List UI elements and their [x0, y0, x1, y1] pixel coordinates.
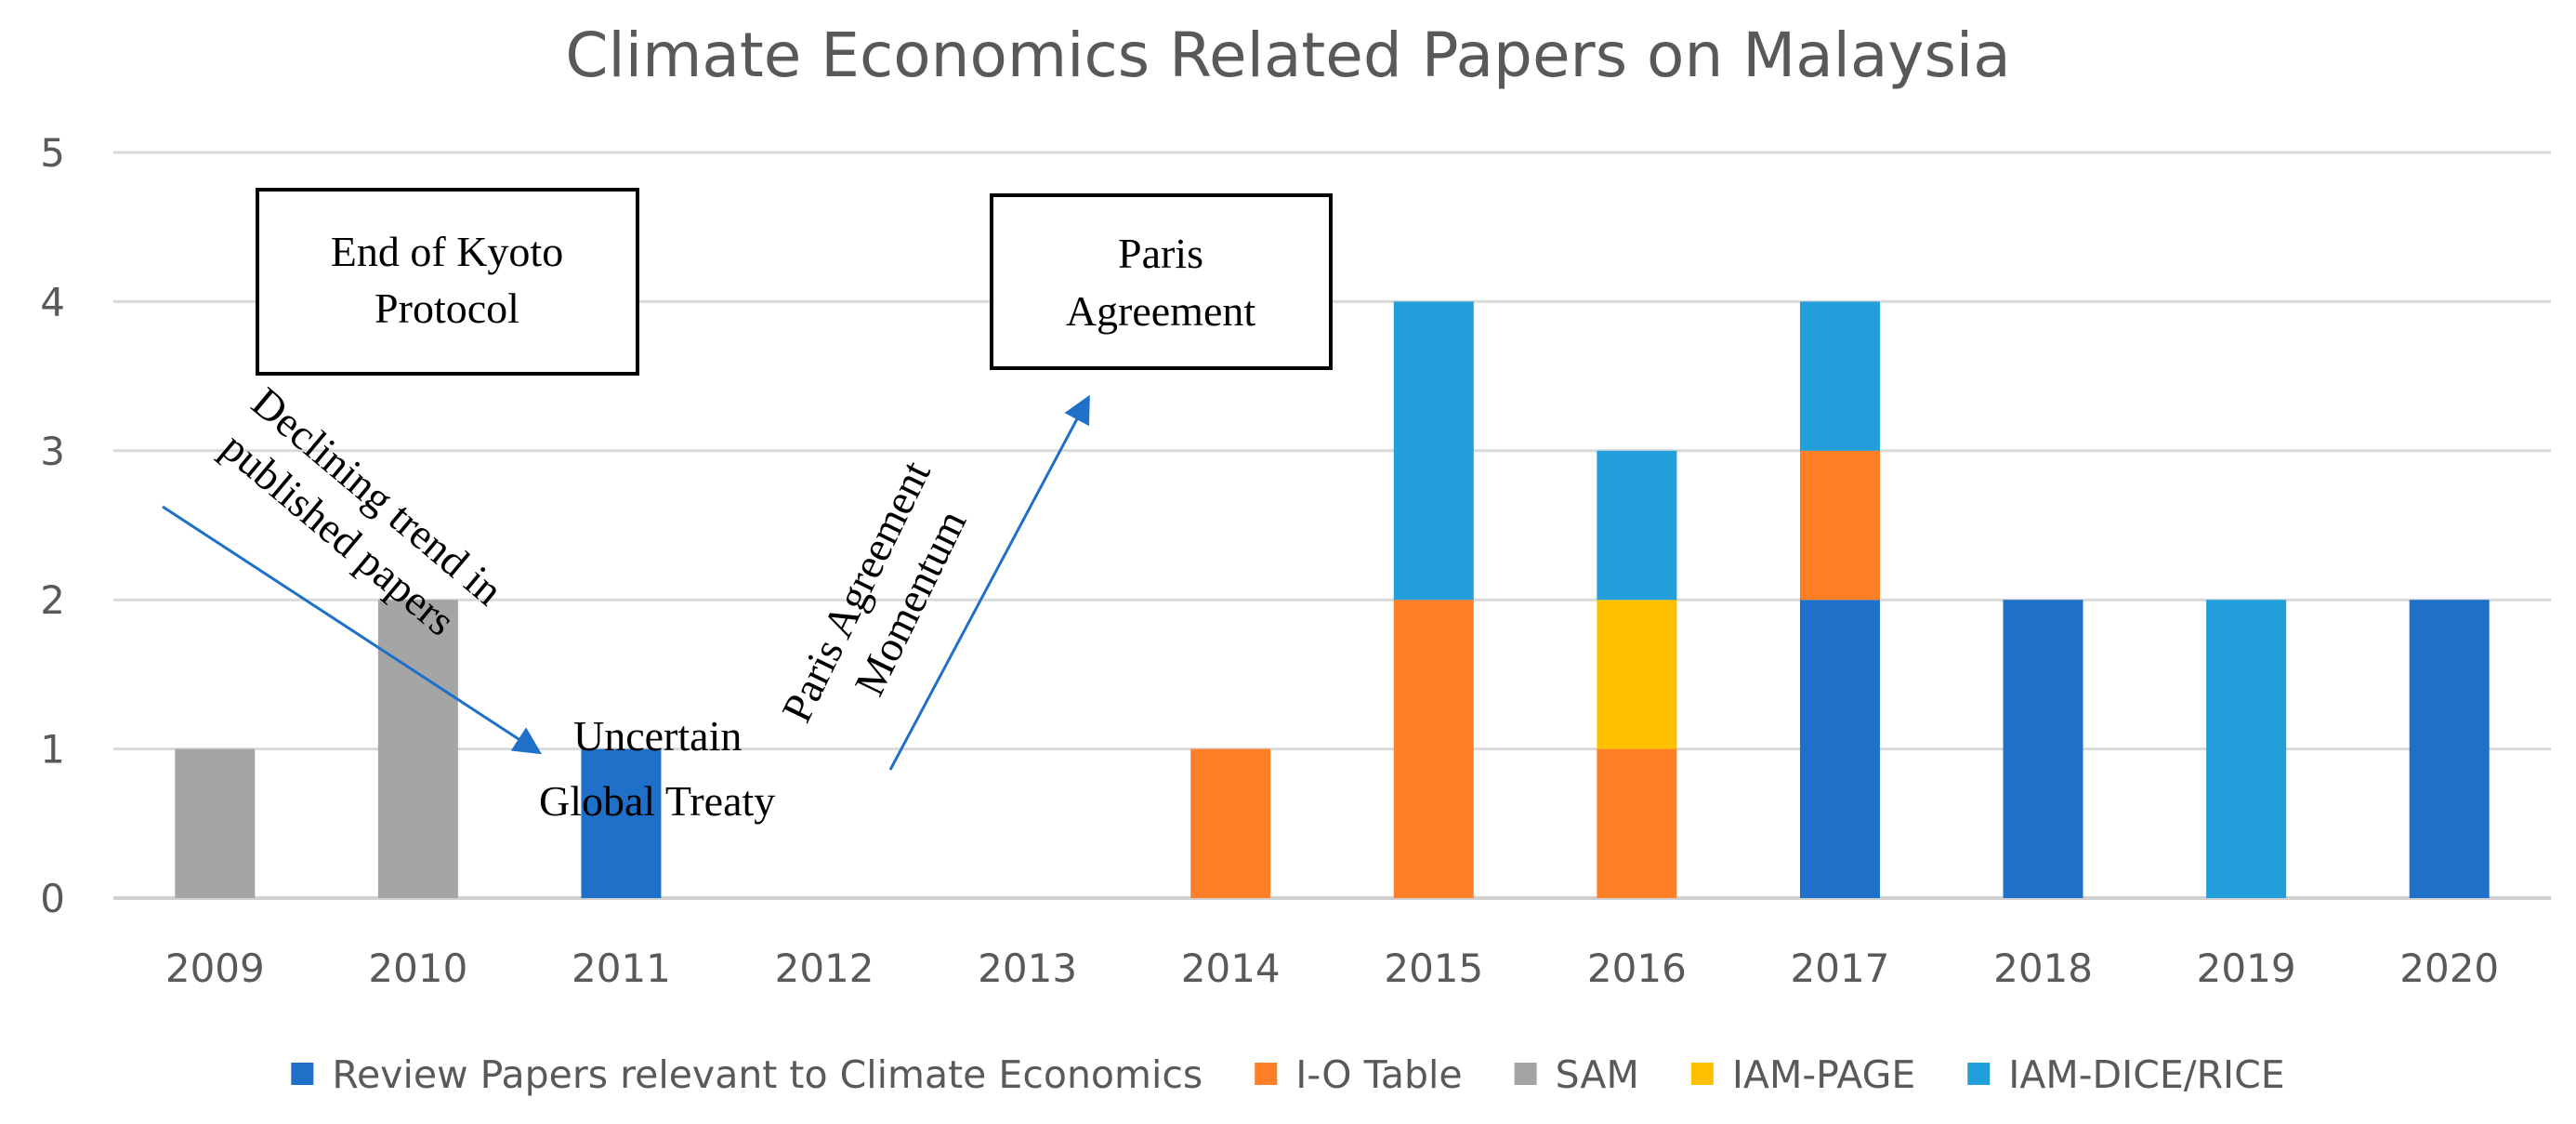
momentum-annotation: Paris Agreement Momentum [772, 453, 975, 729]
bar-segment [1597, 748, 1677, 898]
momentum-arrow [888, 394, 1090, 771]
bar-segment [1393, 600, 1474, 898]
x-tick-label: 2019 [2197, 945, 2296, 991]
uncertain-line-2: Global Treaty [539, 777, 775, 825]
bar-segment [1190, 748, 1271, 898]
y-tick-label: 2 [40, 577, 65, 623]
kyoto-line-2: Protocol [375, 284, 519, 332]
bar-segment [1799, 301, 1880, 451]
bar-segment [1393, 301, 1474, 601]
legend-swatch [1967, 1063, 1991, 1085]
bar-segment [2409, 600, 2490, 898]
legend-swatch [1690, 1063, 1714, 1085]
bar-segment [377, 600, 458, 898]
bar-segment [175, 748, 256, 898]
x-tick-label: 2010 [368, 945, 467, 991]
legend: Review Papers relevant to Climate Econom… [291, 1052, 2285, 1097]
x-tick-label: 2014 [1181, 945, 1281, 991]
kyoto-line-1: End of Kyoto [331, 228, 563, 275]
y-tick-label: 1 [40, 727, 65, 773]
declining-arrow [162, 505, 543, 755]
legend-label: IAM-DICE/RICE [2008, 1052, 2284, 1097]
x-tick-label: 2015 [1384, 945, 1483, 991]
paris-annotation: Paris Agreement [990, 193, 1333, 370]
x-tick-label: 2018 [1993, 945, 2093, 991]
y-tick-label: 5 [40, 130, 65, 176]
bars [175, 301, 2490, 898]
legend-swatch [291, 1063, 314, 1085]
legend-label: I-O Table [1295, 1052, 1462, 1097]
bar-segment [1799, 600, 1880, 898]
y-tick-label: 4 [40, 279, 65, 324]
paris-line-2: Agreement [1066, 287, 1256, 335]
chart-title: Climate Economics Related Papers on Mala… [565, 20, 2010, 91]
x-tick-label: 2017 [1791, 945, 1890, 991]
paris-line-1: Paris [1118, 230, 1203, 277]
legend-label: Review Papers relevant to Climate Econom… [332, 1052, 1203, 1097]
y-tick-label: 0 [40, 876, 65, 921]
x-tick-label: 2009 [165, 945, 265, 991]
bar-segment [1597, 450, 1677, 601]
kyoto-box [256, 188, 639, 376]
uncertain-annotation: Uncertain Global Treaty [539, 712, 775, 825]
legend-label: SAM [1556, 1052, 1639, 1097]
bar-segment [581, 748, 662, 898]
legend-swatch [1255, 1063, 1278, 1085]
x-tick-label: 2011 [572, 945, 671, 991]
x-axis-ticks: 2009 2010 2011 2012 2013 2014 2015 2016 2017 2018… [165, 945, 2499, 991]
legend-label: IAM-PAGE [1732, 1052, 1915, 1097]
bar-segment [2206, 600, 2287, 898]
uncertain-line-1: Uncertain [573, 712, 742, 760]
legend-swatch [1514, 1063, 1537, 1085]
y-axis-ticks: 0 1 2 3 4 5 [40, 130, 65, 921]
kyoto-annotation: End of Kyoto Protocol [256, 188, 639, 376]
x-tick-label: 2012 [775, 945, 874, 991]
x-tick-label: 2016 [1587, 945, 1687, 991]
x-tick-label: 2020 [2399, 945, 2499, 991]
declining-annotation: Declining trend in published papers [213, 378, 512, 645]
bar-segment [1799, 450, 1880, 601]
paris-box [990, 193, 1333, 370]
y-tick-label: 3 [40, 429, 65, 474]
x-tick-label: 2013 [978, 945, 1077, 991]
bar-segment [2003, 600, 2083, 898]
bar-segment [1597, 600, 1677, 749]
